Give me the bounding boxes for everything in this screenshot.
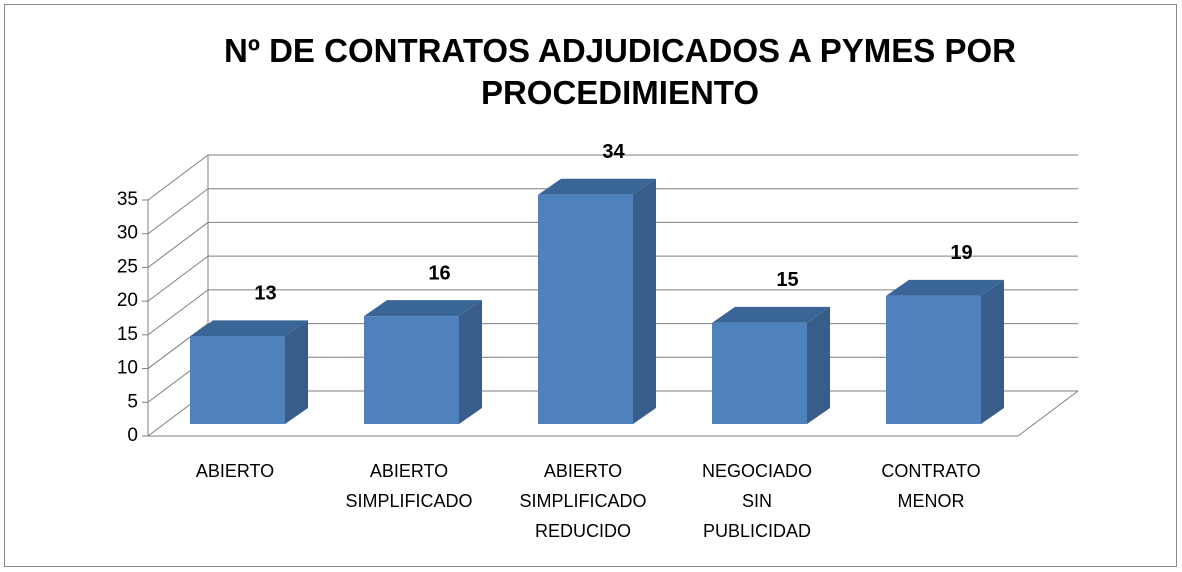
y-tick-label: 30 <box>117 223 138 244</box>
bar <box>364 316 459 424</box>
value-label: 13 <box>254 283 276 305</box>
bar-side <box>633 178 656 424</box>
grid-line-side <box>147 289 209 336</box>
bar-side <box>459 300 482 424</box>
value-label: 16 <box>428 262 450 284</box>
grid-line-side <box>147 255 209 302</box>
x-tick-label: NEGOCIADO SIN PUBLICIDAD <box>701 461 812 541</box>
floor-right <box>1017 390 1079 437</box>
grid-line-side <box>147 222 209 268</box>
bar <box>538 194 633 424</box>
y-tick-label: 10 <box>117 358 138 379</box>
bar-side <box>285 320 308 424</box>
bar-top <box>712 306 830 323</box>
x-tick-label: ABIERTO SIMPLIFICADO REDUCIDO <box>519 461 647 541</box>
chart-title: Nº DE CONTRATOS ADJUDICADOS A PYMES POR … <box>224 32 1016 111</box>
value-label: 15 <box>776 269 798 291</box>
title-box: Nº DE CONTRATOS ADJUDICADOS A PYMES POR … <box>224 32 1016 111</box>
x-tick-label: CONTRATO MENOR <box>881 461 981 511</box>
y-tick-label: 5 <box>127 391 138 412</box>
y-tick-label: 35 <box>117 189 138 210</box>
x-tick-label: ABIERTO <box>195 461 275 481</box>
grid-line-side <box>147 154 209 201</box>
bar <box>886 295 981 424</box>
bar-top <box>886 279 1004 296</box>
y-tick-label: 25 <box>117 256 138 277</box>
bar-side <box>807 306 830 424</box>
grid-line-side <box>147 188 209 235</box>
y-tick-label: 15 <box>117 324 138 345</box>
bar-top <box>364 300 482 317</box>
bar <box>712 322 807 424</box>
value-label: 34 <box>602 141 625 163</box>
bar <box>190 336 285 424</box>
value-label: 19 <box>950 242 972 264</box>
bar-top <box>538 178 656 195</box>
bar-side <box>981 279 1004 424</box>
x-tick-label: ABIERTO SIMPLIFICADO <box>345 461 473 511</box>
y-tick-label: 0 <box>127 425 138 446</box>
y-tick-label: 20 <box>117 290 138 311</box>
bar-top <box>190 320 308 337</box>
